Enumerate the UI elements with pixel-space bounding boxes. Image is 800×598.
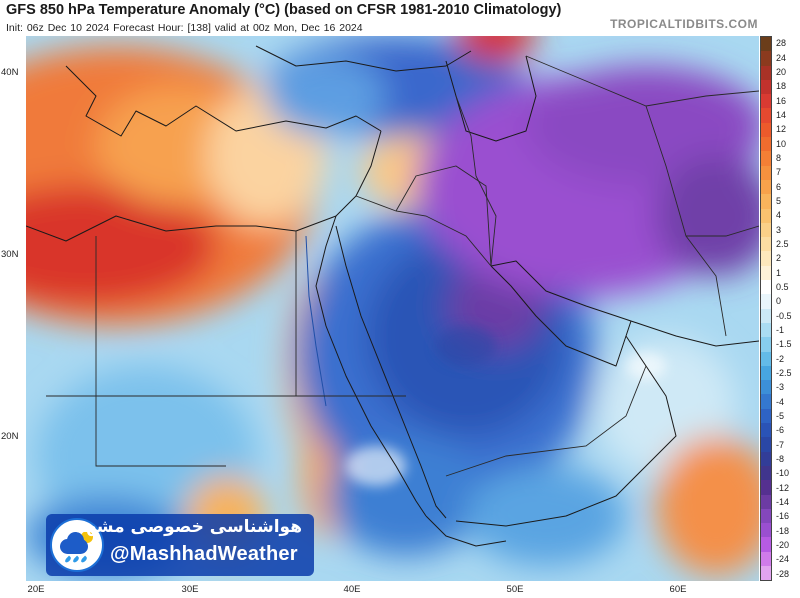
colorbar-label: -10 bbox=[776, 468, 790, 479]
colorbar-segment bbox=[761, 508, 771, 524]
map-header: GFS 850 hPa Temperature Anomaly (°C) (ba… bbox=[0, 0, 800, 36]
colorbar-segment bbox=[761, 294, 771, 309]
colorbar-segment bbox=[761, 537, 771, 552]
colorbar-label: 14 bbox=[776, 109, 787, 120]
colorbar-segment bbox=[761, 79, 771, 95]
colorbar-label: 3 bbox=[776, 224, 782, 235]
coastlines bbox=[26, 45, 759, 547]
colorbar-label: -4 bbox=[776, 396, 785, 407]
colorbar-segment bbox=[761, 523, 771, 538]
colorbar-label: 6 bbox=[776, 181, 782, 192]
lon-label-40e: 40E bbox=[343, 584, 361, 595]
colorbar-segment bbox=[761, 265, 771, 281]
lon-label-20e: 20E bbox=[27, 584, 45, 595]
channel-handle: @MashhadWeather bbox=[110, 543, 298, 565]
colorbar bbox=[760, 36, 772, 581]
lat-label-20n: 20N bbox=[1, 431, 19, 442]
colorbar-segment bbox=[761, 94, 771, 109]
colorbar-label: 7 bbox=[776, 167, 782, 178]
channel-name-persian: هواشناسی خصوصی مشهد bbox=[75, 517, 302, 537]
colorbar-label: -24 bbox=[776, 554, 790, 565]
colorbar-label: -5 bbox=[776, 411, 785, 422]
colorbar-segment bbox=[761, 251, 771, 266]
lon-label-50e: 50E bbox=[506, 584, 524, 595]
source-site-label: TROPICALTIDBITS.COM bbox=[610, 17, 758, 31]
colorbar-segment bbox=[761, 423, 771, 438]
colorbar-label: -0.5 bbox=[776, 310, 792, 321]
channel-watermark: هواشناسی خصوصی مشهد @MashhadWeather bbox=[46, 514, 314, 576]
colorbar-label: -14 bbox=[776, 497, 790, 508]
colorbar-label: -7 bbox=[776, 439, 785, 450]
anomaly-map bbox=[26, 36, 759, 581]
colorbar-segment bbox=[761, 179, 771, 195]
colorbar-label: 10 bbox=[776, 138, 787, 149]
colorbar-segment bbox=[761, 451, 771, 466]
colorbar-segment bbox=[761, 465, 771, 481]
colorbar-label: 20 bbox=[776, 66, 787, 77]
colorbar-segment bbox=[761, 437, 771, 452]
colorbar-labels: 28 24 20 18 16 14 12 10 8 7 6 5 4 3 2.5 2 1 0.5 0 -0.5 -1 -1.… bbox=[774, 36, 800, 581]
colorbar-label: -8 bbox=[776, 454, 785, 465]
map-title: GFS 850 hPa Temperature Anomaly (°C) (ba… bbox=[6, 2, 562, 18]
colorbar-segment bbox=[761, 408, 771, 424]
colorbar-label: 16 bbox=[776, 95, 787, 106]
colorbar-segment bbox=[761, 494, 771, 509]
colorbar-segment bbox=[761, 380, 771, 395]
colorbar-segment bbox=[761, 122, 771, 138]
colorbar-label: 18 bbox=[776, 81, 787, 92]
colorbar-segment bbox=[761, 365, 771, 381]
country-borders bbox=[46, 55, 759, 477]
colorbar-label: 24 bbox=[776, 52, 787, 63]
colorbar-label: -2.5 bbox=[776, 368, 792, 379]
colorbar-label: -3 bbox=[776, 382, 785, 393]
colorbar-segment bbox=[761, 480, 771, 495]
colorbar-segment bbox=[761, 208, 771, 223]
colorbar-label: 28 bbox=[776, 38, 787, 49]
colorbar-label: 0.5 bbox=[776, 281, 789, 292]
colorbar-segment bbox=[761, 337, 771, 352]
weather-logo-icon bbox=[50, 518, 104, 572]
colorbar-label: -2 bbox=[776, 353, 785, 364]
colorbar-label: 1 bbox=[776, 267, 782, 278]
colorbar-label: -16 bbox=[776, 511, 790, 522]
colorbar-segment bbox=[761, 351, 771, 366]
colorbar-segment bbox=[761, 322, 771, 338]
colorbar-segment bbox=[761, 37, 771, 52]
colorbar-label: 0 bbox=[776, 296, 782, 307]
lat-label-30n: 30N bbox=[1, 249, 19, 260]
lon-label-60e: 60E bbox=[669, 584, 687, 595]
colorbar-segment bbox=[761, 394, 771, 409]
colorbar-segment bbox=[761, 151, 771, 166]
colorbar-label: 4 bbox=[776, 210, 782, 221]
colorbar-segment bbox=[761, 137, 771, 152]
colorbar-label: 8 bbox=[776, 152, 782, 163]
colorbar-label: 12 bbox=[776, 124, 787, 135]
colorbar-label: -20 bbox=[776, 540, 790, 551]
colorbar-segment bbox=[761, 565, 771, 581]
colorbar-label: 2 bbox=[776, 253, 782, 264]
colorbar-label: -28 bbox=[776, 568, 790, 579]
colorbar-segment bbox=[761, 65, 771, 80]
colorbar-label: 2.5 bbox=[776, 238, 789, 249]
colorbar-segment bbox=[761, 551, 771, 566]
forecast-info: Init: 06z Dec 10 2024 Forecast Hour: [13… bbox=[6, 22, 363, 34]
colorbar-segment bbox=[761, 108, 771, 123]
colorbar-segment bbox=[761, 308, 771, 323]
colorbar-label: -6 bbox=[776, 425, 785, 436]
colorbar-label: 5 bbox=[776, 195, 782, 206]
colorbar-segment bbox=[761, 237, 771, 252]
colorbar-segment bbox=[761, 222, 771, 238]
colorbar-segment bbox=[761, 194, 771, 209]
colorbar-segment bbox=[761, 165, 771, 180]
colorbar-segment bbox=[761, 51, 771, 66]
colorbar-label: -1 bbox=[776, 325, 785, 335]
colorbar-label: -12 bbox=[776, 482, 790, 493]
colorbar-label: -18 bbox=[776, 525, 790, 536]
colorbar-label: -1.5 bbox=[776, 339, 792, 350]
colorbar-segment bbox=[761, 280, 771, 295]
lon-label-30e: 30E bbox=[181, 584, 199, 595]
lat-label-40n: 40N bbox=[1, 67, 19, 78]
anomaly-field bbox=[26, 36, 759, 581]
